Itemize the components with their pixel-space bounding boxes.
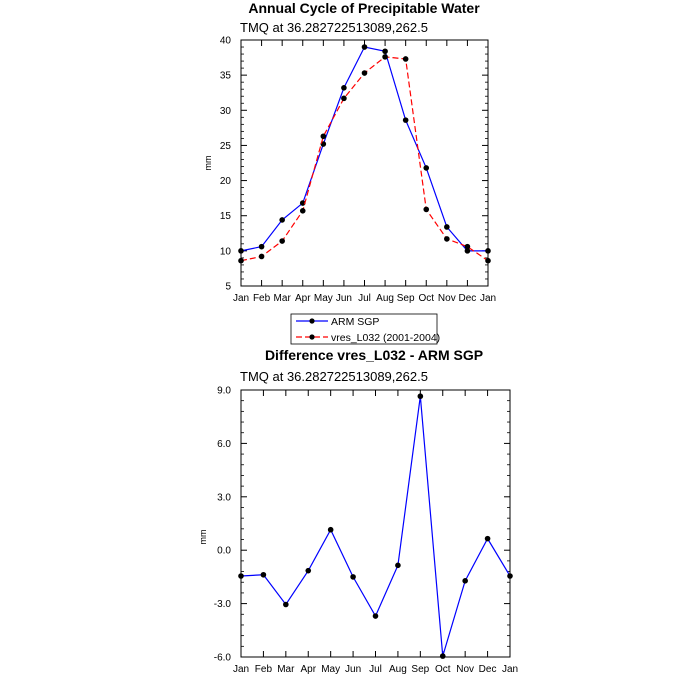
y-tick-label: -3.0	[214, 599, 232, 610]
data-point	[485, 248, 491, 254]
plot-frame	[240, 39, 489, 287]
legend-label-arm-sgp: ARM SGP	[331, 316, 379, 328]
x-tick-label: Aug	[389, 664, 407, 675]
x-tick-label: Jan	[233, 293, 249, 304]
x-tick-label: Aug	[376, 293, 394, 304]
x-tick-label: Oct	[418, 293, 434, 304]
chart-subtitle: TMQ at 36.282722513089,262.5	[240, 369, 428, 384]
x-tick-label: Jun	[336, 293, 352, 304]
x-tick-label: Jan	[480, 293, 496, 304]
x-tick-label: Apr	[300, 664, 316, 675]
data-point	[341, 95, 347, 102]
y-tick-label: 9.0	[217, 386, 231, 397]
y-tick-label: 20	[220, 176, 232, 187]
x-tick-label: Nov	[438, 293, 456, 304]
data-point	[423, 206, 430, 213]
data-point	[444, 224, 450, 230]
annual-cycle-chart: Annual Cycle of Precipitable Water TMQ a…	[203, 0, 496, 345]
y-tick-label: 0.0	[217, 546, 231, 557]
data-point	[361, 44, 368, 50]
difference-chart: Difference vres_L032 - ARM SGP TMQ at 36…	[198, 347, 518, 675]
y-tick-label: 35	[220, 71, 232, 82]
data-point	[361, 70, 368, 76]
x-tick-label: Mar	[277, 664, 295, 675]
y-axis-label: mm	[198, 530, 208, 545]
data-point	[444, 236, 450, 242]
legend-marker-arm-sgp	[309, 318, 315, 324]
x-tick-label: Jul	[358, 293, 371, 304]
chart-subtitle: TMQ at 36.282722513089,262.5	[240, 20, 428, 35]
x-tick-label: Oct	[435, 664, 451, 675]
data-point	[382, 54, 388, 60]
data-point	[395, 562, 401, 569]
data-point	[305, 567, 312, 574]
data-point	[507, 573, 513, 579]
y-tick-label: 30	[220, 106, 232, 117]
x-tick-label: Jul	[369, 664, 382, 675]
x-tick-label: May	[314, 293, 333, 304]
data-point	[464, 248, 471, 254]
data-point	[258, 243, 265, 250]
legend-box	[290, 313, 438, 345]
x-tick-label: May	[321, 664, 340, 675]
y-tick-label: 40	[220, 36, 232, 47]
x-tick-label: Nov	[456, 664, 474, 675]
legend: ARM SGP vres_L032 (2001-2004)	[290, 313, 440, 345]
data-point	[238, 257, 244, 264]
data-point	[439, 653, 446, 659]
data-point	[299, 207, 306, 214]
x-tick-label: Feb	[253, 293, 271, 304]
data-point	[327, 526, 334, 533]
chart-title: Difference vres_L032 - ARM SGP	[265, 347, 483, 363]
x-tick-label: Apr	[295, 293, 311, 304]
x-tick-label: Mar	[274, 293, 292, 304]
data-point	[484, 535, 491, 542]
y-tick-label: 25	[220, 141, 232, 152]
data-point	[350, 574, 356, 580]
y-tick-label: -6.0	[214, 653, 232, 664]
y-tick-label: 3.0	[217, 492, 231, 503]
data-point	[485, 257, 491, 264]
data-point	[320, 133, 327, 140]
data-point	[464, 243, 471, 250]
y-axis-label: mm	[203, 156, 213, 171]
x-tick-label: Jan	[502, 664, 518, 675]
legend-label-vres: vres_L032 (2001-2004)	[331, 332, 440, 344]
data-point	[299, 200, 306, 206]
data-point	[462, 578, 468, 584]
series-line-1	[240, 46, 488, 252]
data-point	[402, 56, 409, 62]
data-point	[423, 165, 430, 171]
x-tick-label: Sep	[411, 664, 429, 675]
y-tick-label: 6.0	[217, 439, 231, 450]
data-point	[372, 613, 379, 619]
x-tick-label: Dec	[459, 293, 477, 304]
y-tick-label: 10	[220, 246, 232, 257]
data-point	[382, 48, 388, 55]
y-tick-label: 5	[225, 282, 231, 293]
plot-area: Jan Feb Mar Apr May Jun Jul Aug Sep Oct Nov Dec Jan5…	[220, 36, 496, 305]
x-tick-label: Jun	[345, 664, 361, 675]
y-tick-label: 15	[220, 211, 232, 222]
data-point	[279, 217, 285, 223]
x-tick-label: Feb	[255, 664, 273, 675]
data-point	[341, 84, 347, 91]
data-point	[402, 117, 409, 123]
data-point	[279, 238, 285, 244]
data-point	[417, 393, 424, 400]
data-point	[238, 248, 244, 254]
chart-title: Annual Cycle of Precipitable Water	[248, 0, 480, 16]
x-tick-label: Sep	[397, 293, 415, 304]
plot-area: Jan Feb Mar Apr May Jun Jul Aug Sep Oct Nov Dec Jan-…	[214, 386, 518, 676]
data-point	[260, 571, 267, 578]
data-point	[258, 253, 265, 260]
x-tick-label: Dec	[479, 664, 497, 675]
x-tick-label: Jan	[233, 664, 249, 675]
legend-marker-vres	[309, 334, 315, 340]
series-line-2	[240, 56, 489, 262]
data-point	[283, 601, 289, 608]
data-point	[238, 573, 244, 579]
